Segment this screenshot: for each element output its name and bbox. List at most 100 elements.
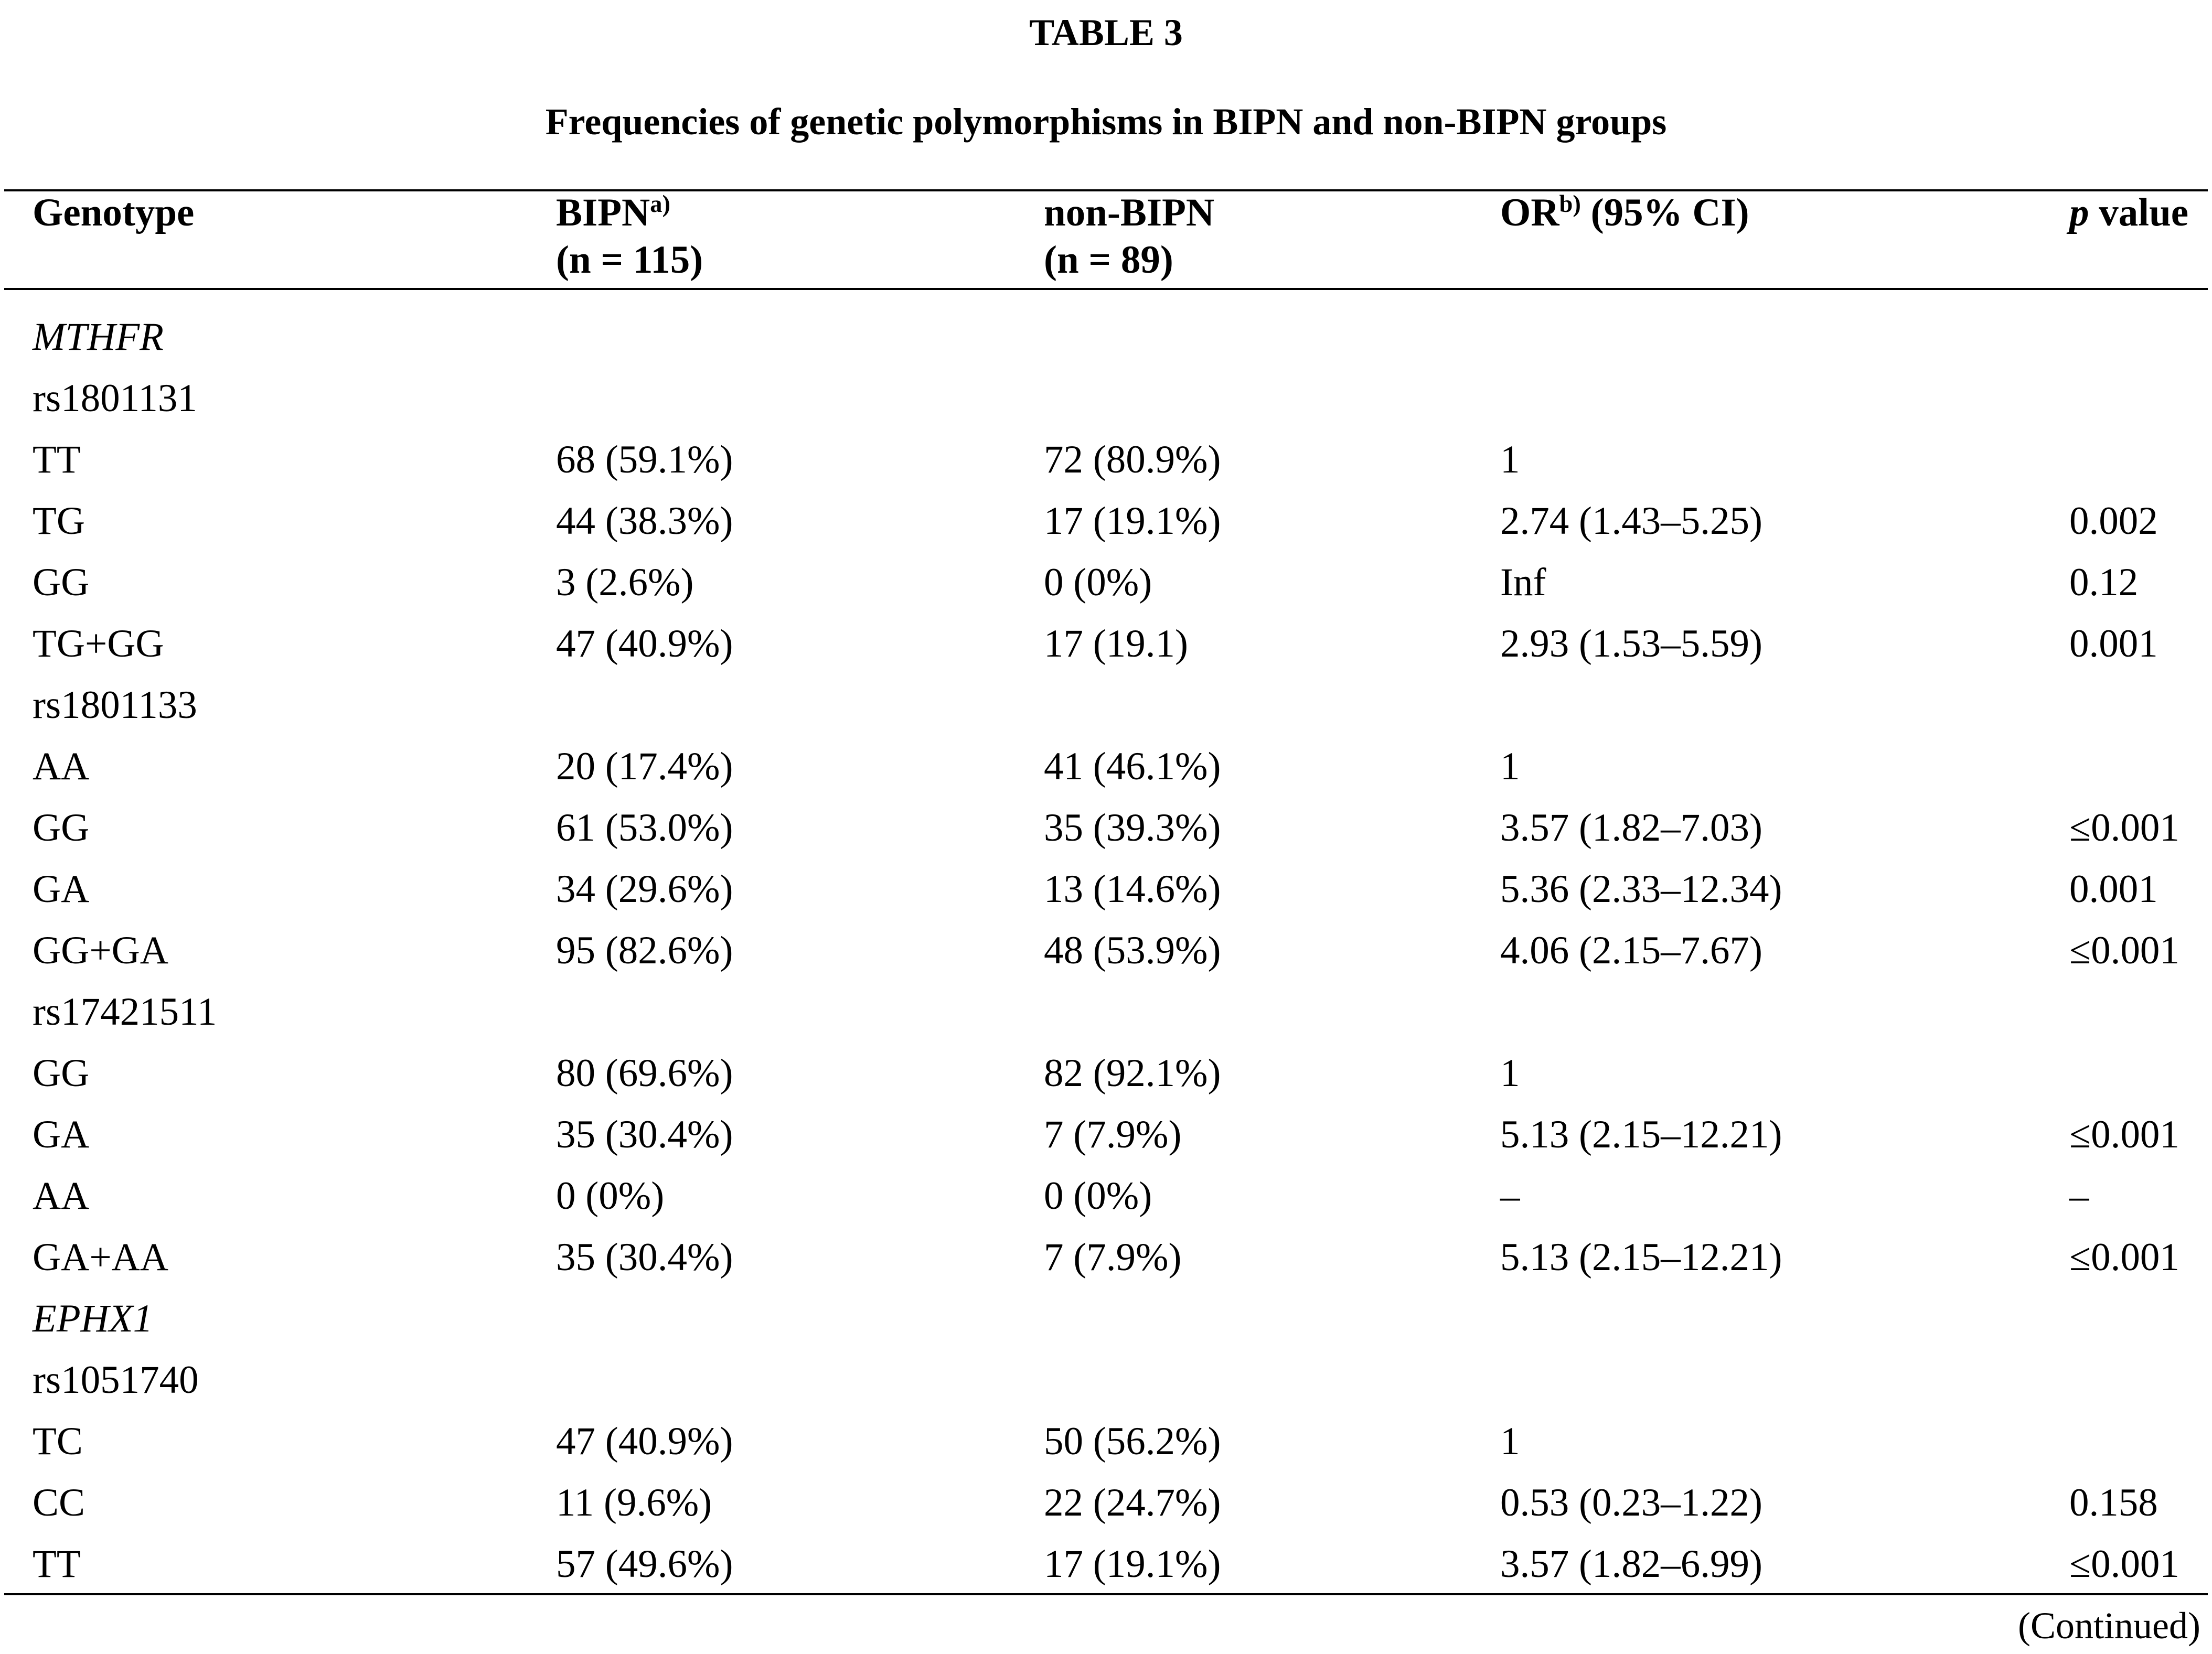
cell-p-value: 0.002 bbox=[2069, 499, 2158, 543]
cell-bipn-count: 80 (69.6%) bbox=[556, 1051, 733, 1095]
column-header-bipn-n: (n = 115) bbox=[556, 238, 703, 282]
cell-odds-ratio: 2.74 (1.43–5.25) bbox=[1500, 499, 1762, 543]
table-row: GA+AA 35 (30.4%) 7 (7.9%) 5.13 (2.15–12.21)… bbox=[0, 1227, 2212, 1288]
table-row: CC 11 (9.6%) 22 (24.7%) 0.53 (0.23–1.22) 0.1… bbox=[0, 1472, 2212, 1533]
cell-odds-ratio: 1 bbox=[1500, 1051, 1520, 1095]
cell-bipn-count: 20 (17.4%) bbox=[556, 745, 733, 788]
cell-nonbipn-count: 22 (24.7%) bbox=[1044, 1481, 1221, 1524]
cell-genotype: EPHX1 bbox=[33, 1297, 153, 1340]
table-row: AA 0 (0%) 0 (0%) – – bbox=[0, 1165, 2212, 1227]
cell-p-value: 0.12 bbox=[2069, 561, 2139, 604]
cell-p-value: – bbox=[2069, 1174, 2089, 1218]
table-row: GG 80 (69.6%) 82 (92.1%) 1 bbox=[0, 1043, 2212, 1104]
cell-p-value: ≤0.001 bbox=[2069, 1542, 2179, 1586]
cell-nonbipn-count: 82 (92.1%) bbox=[1044, 1051, 1221, 1095]
table-row: TG+GG 47 (40.9%) 17 (19.1) 2.93 (1.53–5.59)… bbox=[0, 613, 2212, 674]
column-header-p-symbol: p bbox=[2069, 191, 2089, 234]
cell-genotype: GG bbox=[33, 806, 90, 850]
cell-p-value: ≤0.001 bbox=[2069, 806, 2179, 850]
table-row: rs1801133 bbox=[0, 674, 2212, 736]
cell-p-value: 0.158 bbox=[2069, 1481, 2158, 1524]
continued-note: (Continued) bbox=[2018, 1605, 2200, 1647]
table-header: Genotype BIPNa) (n = 115) non-BIPN (n = … bbox=[0, 191, 2212, 282]
cell-p-value: 0.001 bbox=[2069, 622, 2158, 665]
cell-p-value: ≤0.001 bbox=[2069, 929, 2179, 972]
column-header-nonbipn: non-BIPN (n = 89) bbox=[1044, 193, 1500, 280]
cell-odds-ratio: 0.53 (0.23–1.22) bbox=[1500, 1481, 1762, 1524]
footnote-marker-a: a) bbox=[650, 191, 670, 218]
table-row: EPHX1 bbox=[0, 1288, 2212, 1349]
column-header-nonbipn-label: non-BIPN bbox=[1044, 191, 1215, 234]
cell-nonbipn-count: 50 (56.2%) bbox=[1044, 1420, 1221, 1463]
cell-genotype: GG bbox=[33, 1051, 90, 1095]
cell-genotype: TC bbox=[33, 1420, 83, 1463]
table-bottom-rule bbox=[4, 1593, 2208, 1595]
cell-bipn-count: 47 (40.9%) bbox=[556, 622, 733, 665]
cell-bipn-count: 11 (9.6%) bbox=[556, 1481, 712, 1524]
column-header-p-rest: value bbox=[2099, 191, 2189, 234]
page-title: TABLE 3 bbox=[1029, 12, 1183, 53]
cell-nonbipn-count: 17 (19.1) bbox=[1044, 622, 1188, 665]
table-row: GA 35 (30.4%) 7 (7.9%) 5.13 (2.15–12.21) ≤0.… bbox=[0, 1104, 2212, 1165]
cell-genotype: GA bbox=[33, 867, 90, 911]
cell-nonbipn-count: 7 (7.9%) bbox=[1044, 1113, 1182, 1156]
table-caption: Frequencies of genetic polymorphisms in … bbox=[545, 101, 1667, 143]
cell-genotype: GG+GA bbox=[33, 929, 168, 972]
cell-nonbipn-count: 35 (39.3%) bbox=[1044, 806, 1221, 850]
cell-odds-ratio: 3.57 (1.82–7.03) bbox=[1500, 806, 1762, 850]
table-row: TG 44 (38.3%) 17 (19.1%) 2.74 (1.43–5.25) 0.… bbox=[0, 490, 2212, 552]
cell-bipn-count: 44 (38.3%) bbox=[556, 499, 733, 543]
cell-p-value: 0.001 bbox=[2069, 867, 2158, 911]
cell-genotype: GG bbox=[33, 561, 90, 604]
table-row: GA 34 (29.6%) 13 (14.6%) 5.36 (2.33–12.34) 0… bbox=[0, 858, 2212, 920]
column-header-bipn: BIPNa) (n = 115) bbox=[556, 191, 1044, 282]
cell-genotype: TG+GG bbox=[33, 622, 164, 665]
cell-genotype: rs1801131 bbox=[33, 377, 197, 420]
cell-odds-ratio: 2.93 (1.53–5.59) bbox=[1500, 622, 1762, 665]
cell-odds-ratio: 1 bbox=[1500, 438, 1520, 481]
cell-genotype: CC bbox=[33, 1481, 86, 1524]
table-row: TT 57 (49.6%) 17 (19.1%) 3.57 (1.82–6.99) ≤0… bbox=[0, 1533, 2212, 1595]
cell-nonbipn-count: 41 (46.1%) bbox=[1044, 745, 1221, 788]
table-row: AA 20 (17.4%) 41 (46.1%) 1 bbox=[0, 736, 2212, 797]
cell-p-value: ≤0.001 bbox=[2069, 1113, 2179, 1156]
cell-odds-ratio: 3.57 (1.82–6.99) bbox=[1500, 1542, 1762, 1586]
cell-bipn-count: 61 (53.0%) bbox=[556, 806, 733, 850]
cell-genotype: rs17421511 bbox=[33, 990, 217, 1034]
cell-nonbipn-count: 72 (80.9%) bbox=[1044, 438, 1221, 481]
table-row: GG+GA 95 (82.6%) 48 (53.9%) 4.06 (2.15–7.67… bbox=[0, 920, 2212, 981]
cell-bipn-count: 47 (40.9%) bbox=[556, 1420, 733, 1463]
column-header-or: ORb) (95% CI) bbox=[1500, 191, 2069, 280]
column-header-or-ci: (95% CI) bbox=[1580, 191, 1749, 234]
cell-bipn-count: 0 (0%) bbox=[556, 1174, 665, 1218]
column-header-pvalue: p value bbox=[2069, 193, 2200, 280]
cell-genotype: TG bbox=[33, 499, 85, 543]
cell-odds-ratio: Inf bbox=[1500, 561, 1546, 604]
table-row: TT 68 (59.1%) 72 (80.9%) 1 bbox=[0, 429, 2212, 490]
cell-p-value: ≤0.001 bbox=[2069, 1236, 2179, 1279]
cell-genotype: rs1051740 bbox=[33, 1358, 199, 1402]
table-row: rs17421511 bbox=[0, 981, 2212, 1043]
cell-odds-ratio: 1 bbox=[1500, 1420, 1520, 1463]
cell-odds-ratio: 5.36 (2.33–12.34) bbox=[1500, 867, 1782, 911]
cell-genotype: MTHFR bbox=[33, 315, 164, 359]
footnote-marker-b: b) bbox=[1559, 191, 1581, 218]
column-header-bipn-label: BIPN bbox=[556, 191, 650, 234]
table-top-rule bbox=[4, 189, 2208, 191]
column-header-nonbipn-n: (n = 89) bbox=[1044, 238, 1173, 282]
cell-odds-ratio: 5.13 (2.15–12.21) bbox=[1500, 1236, 1782, 1279]
cell-odds-ratio: 5.13 (2.15–12.21) bbox=[1500, 1113, 1782, 1156]
cell-genotype: AA bbox=[33, 1174, 90, 1218]
cell-odds-ratio: – bbox=[1500, 1174, 1520, 1218]
cell-odds-ratio: 1 bbox=[1500, 745, 1520, 788]
table-row: rs1801131 bbox=[0, 368, 2212, 429]
cell-nonbipn-count: 13 (14.6%) bbox=[1044, 867, 1221, 911]
cell-bipn-count: 57 (49.6%) bbox=[556, 1542, 733, 1586]
column-header-or-label: OR bbox=[1500, 191, 1559, 234]
cell-odds-ratio: 4.06 (2.15–7.67) bbox=[1500, 929, 1762, 972]
table-row: GG 3 (2.6%) 0 (0%) Inf 0.12 bbox=[0, 552, 2212, 613]
cell-bipn-count: 35 (30.4%) bbox=[556, 1236, 733, 1279]
cell-bipn-count: 68 (59.1%) bbox=[556, 438, 733, 481]
cell-bipn-count: 95 (82.6%) bbox=[556, 929, 733, 972]
cell-bipn-count: 34 (29.6%) bbox=[556, 867, 733, 911]
